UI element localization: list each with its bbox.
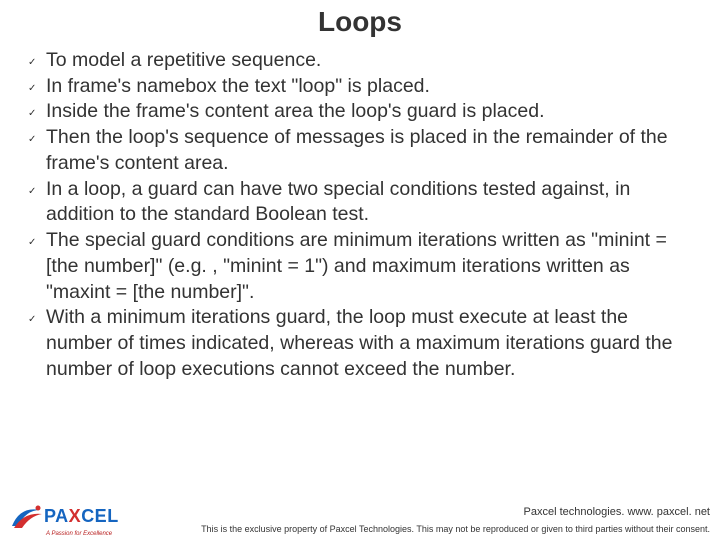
logo-x: X xyxy=(69,506,82,526)
bullet-text: Inside the frame's content area the loop… xyxy=(46,99,692,125)
bullet-list: ✓ To model a repetitive sequence. ✓ In f… xyxy=(28,48,692,383)
logo-swoosh-icon xyxy=(10,500,46,532)
footer-url: Paxcel technologies. www. paxcel. net xyxy=(524,506,711,518)
check-icon: ✓ xyxy=(28,228,46,249)
logo-cel: CEL xyxy=(81,506,119,526)
check-icon: ✓ xyxy=(28,177,46,198)
bullet-text: In frame's namebox the text "loop" is pl… xyxy=(46,74,692,100)
check-icon: ✓ xyxy=(28,74,46,95)
bullet-text: With a minimum iterations guard, the loo… xyxy=(46,305,692,382)
content-area: ✓ To model a repetitive sequence. ✓ In f… xyxy=(0,44,720,383)
list-item: ✓ The special guard conditions are minim… xyxy=(28,228,692,305)
logo-tagline: A Passion for Excellence xyxy=(46,531,112,537)
bullet-text: The special guard conditions are minimum… xyxy=(46,228,692,305)
list-item: ✓ To model a repetitive sequence. xyxy=(28,48,692,74)
logo-pa: PA xyxy=(44,506,69,526)
slide-title: Loops xyxy=(0,0,720,44)
logo: PAXCEL xyxy=(10,500,119,532)
footer-disclaimer: This is the exclusive property of Paxcel… xyxy=(201,524,710,534)
check-icon: ✓ xyxy=(28,99,46,120)
list-item: ✓ Inside the frame's content area the lo… xyxy=(28,99,692,125)
check-icon: ✓ xyxy=(28,125,46,146)
list-item: ✓ Then the loop's sequence of messages i… xyxy=(28,125,692,176)
check-icon: ✓ xyxy=(28,305,46,326)
logo-text: PAXCEL xyxy=(44,506,119,527)
list-item: ✓ In a loop, a guard can have two specia… xyxy=(28,177,692,228)
list-item: ✓ In frame's namebox the text "loop" is … xyxy=(28,74,692,100)
list-item: ✓ With a minimum iterations guard, the l… xyxy=(28,305,692,382)
bullet-text: To model a repetitive sequence. xyxy=(46,48,692,74)
bullet-text: Then the loop's sequence of messages is … xyxy=(46,125,692,176)
bullet-text: In a loop, a guard can have two special … xyxy=(46,177,692,228)
check-icon: ✓ xyxy=(28,48,46,69)
footer: PAXCEL A Passion for Excellence Paxcel t… xyxy=(0,492,720,540)
